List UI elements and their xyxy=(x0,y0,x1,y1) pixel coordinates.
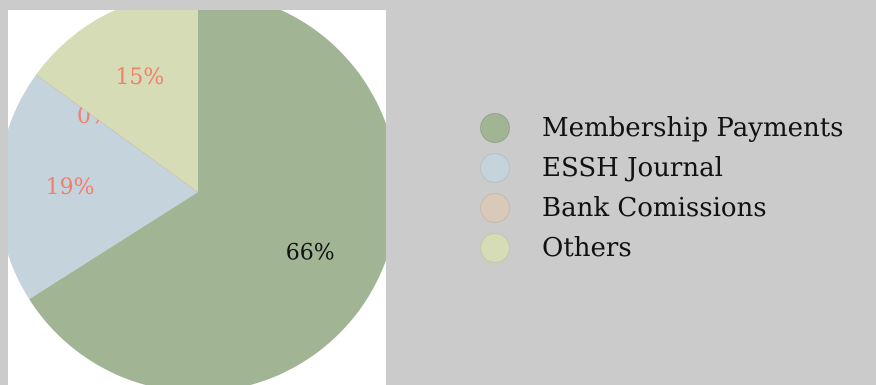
legend-swatch-essh-journal xyxy=(480,153,510,183)
legend: Membership Payments ESSH Journal Bank Comi… xyxy=(480,108,844,268)
pie-slice-others xyxy=(36,10,198,192)
pie-slice-membership-payments xyxy=(29,10,386,385)
data-label-others: 15% xyxy=(115,65,164,90)
legend-item-membership-payments: Membership Payments xyxy=(480,108,844,148)
data-label-membership-payments: 66% xyxy=(286,241,335,266)
legend-label-bank-comissions: Bank Comissions xyxy=(542,193,767,223)
legend-swatch-others xyxy=(480,233,510,263)
chart-panel: 66%19%0%15% xyxy=(8,10,386,385)
legend-label-membership-payments: Membership Payments xyxy=(542,113,844,143)
legend-swatch-bank-comissions xyxy=(480,193,510,223)
legend-label-essh-journal: ESSH Journal xyxy=(542,153,723,183)
pie-slice-essh-journal xyxy=(8,74,198,300)
pie-chart: 66%19%0%15% xyxy=(8,10,386,385)
legend-item-bank-comissions: Bank Comissions xyxy=(480,188,844,228)
legend-label-others: Others xyxy=(542,233,632,263)
data-label-essh-journal: 19% xyxy=(46,175,95,200)
legend-item-others: Others xyxy=(480,228,844,268)
legend-swatch-membership-payments xyxy=(480,113,510,143)
legend-item-essh-journal: ESSH Journal xyxy=(480,148,844,188)
